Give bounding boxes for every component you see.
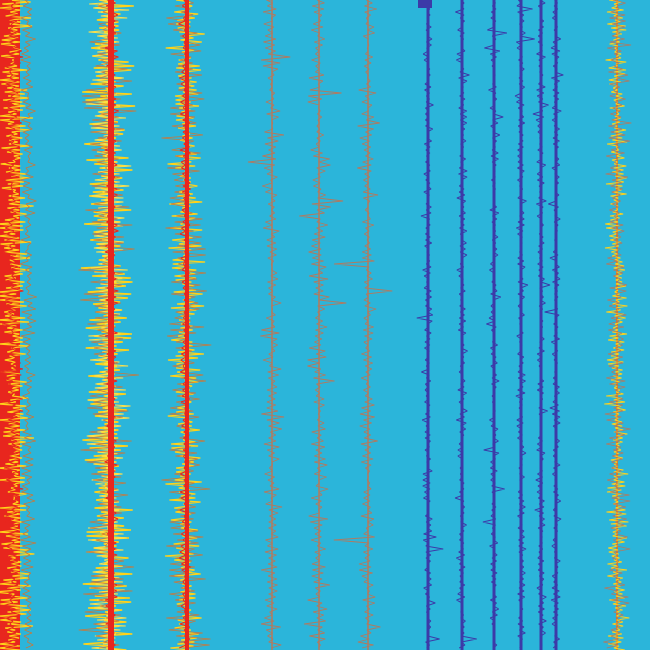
spike-column — [0, 0, 35, 650]
spike-column — [247, 0, 291, 649]
spike-column — [178, 0, 191, 649]
spike-column — [604, 0, 630, 650]
spike-column — [416, 0, 444, 649]
spike-column — [482, 0, 507, 649]
blue-block — [418, 0, 432, 8]
spike-column — [161, 0, 212, 649]
spike-column — [454, 0, 477, 649]
spike-column — [333, 0, 393, 649]
spike-column — [532, 0, 551, 649]
spike-column — [514, 0, 535, 649]
spike-column — [85, 0, 132, 650]
spike-column — [544, 0, 564, 649]
spike-column — [104, 0, 119, 649]
spike-column — [0, 0, 24, 649]
spike-column — [299, 0, 347, 649]
spike-column — [603, 0, 632, 649]
spike-column — [19, 0, 37, 649]
